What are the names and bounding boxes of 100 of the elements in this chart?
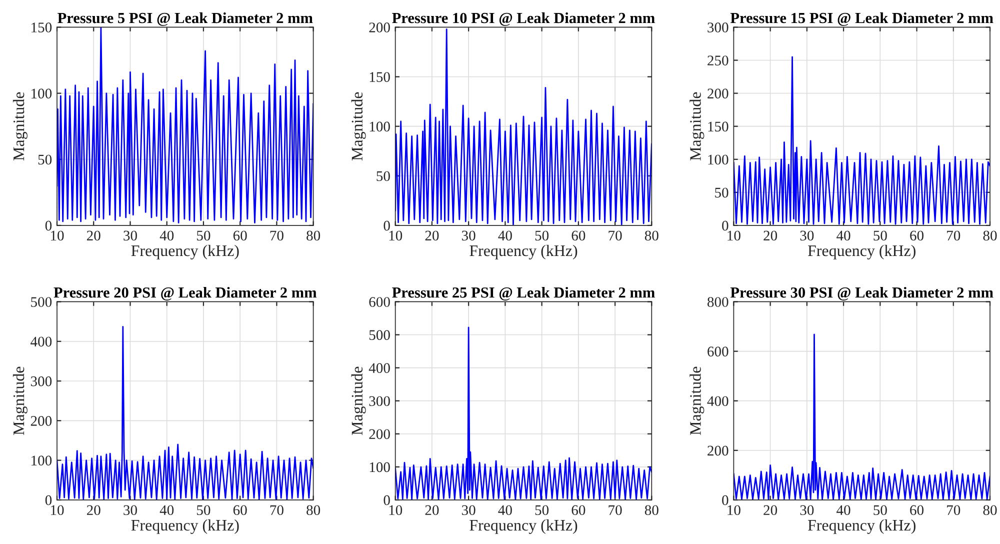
- x-axis-title: Frequency (kHz): [808, 519, 916, 534]
- x-tick-label: 60: [233, 230, 247, 241]
- x-axis-title: Frequency (kHz): [131, 244, 239, 260]
- x-tick-label: 40: [160, 230, 174, 241]
- y-axis-title: Magnitude: [690, 366, 704, 435]
- x-tick-label: 70: [608, 505, 622, 516]
- y-tick-label: 300: [369, 396, 390, 406]
- y-axis-title: Magnitude: [351, 366, 366, 435]
- x-tick-label: 80: [306, 230, 320, 241]
- y-tick-label: 50: [715, 188, 728, 198]
- x-tick-label: 50: [874, 230, 887, 241]
- y-tick-label: 100: [32, 88, 52, 98]
- y-tick-label: 400: [30, 336, 52, 347]
- x-tick-label: 30: [124, 505, 137, 516]
- y-axis-title: Magnitude: [690, 92, 704, 160]
- chart-title: Pressure 20 PSI @ Leak Diameter 2 mm: [54, 286, 317, 300]
- x-tick-label: 30: [800, 230, 814, 241]
- y-tick-label: 100: [708, 154, 728, 165]
- y-tick-label: 500: [31, 297, 52, 307]
- x-tick-label: 80: [983, 230, 997, 241]
- x-tick-label: 70: [608, 230, 622, 241]
- x-axis-title: Frequency (kHz): [470, 519, 578, 534]
- x-tick-label: 10: [389, 230, 402, 241]
- x-tick-label: 20: [425, 230, 439, 241]
- y-tick-label: 0: [384, 220, 390, 231]
- x-tick-label: 10: [389, 505, 402, 516]
- y-tick-label: 300: [708, 22, 728, 32]
- y-tick-label: 0: [722, 220, 728, 231]
- x-axis-title: Frequency (kHz): [808, 244, 916, 260]
- x-tick-label: 70: [270, 505, 284, 516]
- chart-title: Pressure 30 PSI @ Leak Diameter 2 mm: [730, 286, 994, 300]
- x-tick-label: 20: [86, 505, 100, 516]
- x-tick-label: 10: [50, 230, 64, 241]
- x-tick-label: 60: [572, 505, 586, 516]
- chart-title: Pressure 25 PSI @ Leak Diameter 2 mm: [392, 286, 655, 300]
- x-tick-label: 70: [947, 230, 960, 241]
- y-tick-label: 200: [369, 429, 390, 440]
- x-tick-label: 20: [764, 505, 778, 516]
- y-tick-label: 200: [708, 446, 728, 456]
- y-tick-label: 800: [708, 297, 728, 307]
- y-tick-label: 200: [369, 22, 390, 32]
- y-axis-title: Magnitude: [12, 92, 28, 160]
- x-tick-label: 70: [270, 230, 284, 241]
- x-tick-label: 30: [124, 230, 137, 241]
- x-tick-label: 30: [462, 505, 476, 516]
- x-tick-label: 80: [644, 505, 658, 516]
- x-tick-label: 50: [535, 230, 549, 241]
- x-tick-label: 80: [306, 505, 320, 516]
- x-tick-label: 60: [233, 505, 247, 516]
- x-tick-label: 30: [800, 505, 814, 516]
- chart-title: Pressure 5 PSI @ Leak Diameter 2 mm: [58, 12, 313, 26]
- x-tick-label: 10: [728, 230, 740, 241]
- x-tick-label: 80: [644, 230, 658, 241]
- y-axis-title: Magnitude: [12, 366, 28, 435]
- y-tick-label: 200: [30, 416, 52, 426]
- chart-title: Pressure 15 PSI @ Leak Diameter 2 mm: [730, 12, 994, 26]
- x-tick-label: 10: [728, 505, 740, 516]
- x-axis-title: Frequency (kHz): [131, 519, 239, 534]
- x-tick-label: 80: [983, 505, 997, 516]
- chart-title: Pressure 10 PSI @ Leak Diameter 2 mm: [392, 12, 655, 26]
- x-tick-label: 20: [86, 230, 100, 241]
- y-tick-label: 600: [708, 346, 728, 356]
- y-tick-label: 200: [708, 88, 728, 98]
- x-tick-label: 40: [498, 230, 512, 241]
- x-tick-label: 50: [197, 505, 210, 516]
- y-tick-label: 400: [368, 363, 390, 373]
- y-tick-label: 150: [32, 22, 52, 32]
- x-tick-label: 50: [874, 505, 887, 516]
- y-tick-label: 150: [708, 122, 728, 132]
- x-tick-label: 30: [462, 230, 476, 241]
- y-tick-label: 0: [45, 495, 52, 506]
- x-tick-label: 60: [910, 230, 924, 241]
- y-tick-label: 150: [370, 72, 390, 82]
- x-tick-label: 60: [572, 230, 586, 241]
- y-tick-label: 100: [370, 462, 390, 472]
- y-tick-label: 600: [369, 297, 390, 307]
- x-tick-label: 40: [160, 505, 174, 516]
- x-tick-label: 70: [947, 505, 960, 516]
- y-tick-label: 50: [38, 154, 52, 165]
- y-tick-label: 400: [707, 396, 728, 406]
- line-series: [395, 28, 652, 226]
- y-tick-label: 100: [370, 122, 390, 132]
- x-tick-label: 10: [50, 505, 64, 516]
- x-tick-label: 50: [535, 505, 549, 516]
- y-tick-label: 0: [45, 220, 52, 231]
- y-tick-label: 500: [369, 330, 390, 340]
- x-axis-title: Frequency (kHz): [470, 244, 578, 260]
- y-tick-label: 0: [722, 495, 728, 506]
- x-tick-label: 40: [836, 230, 850, 241]
- y-tick-label: 250: [708, 56, 728, 66]
- y-axis-title: Magnitude: [351, 92, 366, 160]
- x-tick-label: 50: [197, 230, 210, 241]
- y-tick-label: 300: [30, 376, 52, 386]
- x-tick-label: 60: [910, 505, 924, 516]
- x-tick-label: 40: [836, 505, 850, 516]
- y-tick-label: 0: [384, 495, 390, 506]
- y-tick-label: 100: [32, 456, 52, 466]
- x-tick-label: 40: [498, 505, 512, 516]
- x-tick-label: 20: [764, 230, 778, 241]
- y-tick-label: 50: [376, 171, 390, 182]
